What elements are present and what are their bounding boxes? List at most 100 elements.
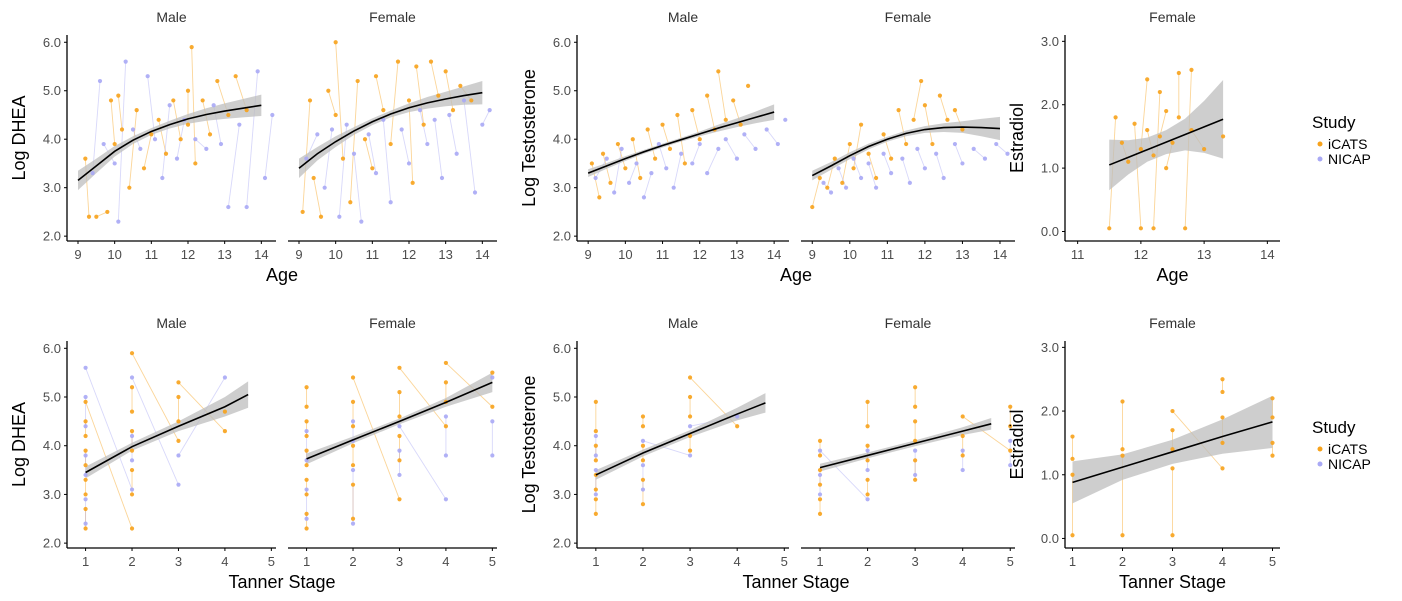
data-point-icats	[1176, 70, 1181, 76]
x-axis-title: Tanner Stage	[1119, 572, 1226, 592]
data-point-icats	[304, 492, 309, 497]
data-point-icats	[318, 214, 324, 219]
data-point-icats	[105, 209, 110, 215]
data-point-icats	[593, 443, 598, 448]
data-point-icats	[1220, 466, 1225, 471]
data-point-nicap	[226, 204, 231, 210]
data-point-icats	[83, 526, 88, 531]
data-point-icats	[682, 161, 687, 166]
data-point-icats	[176, 419, 181, 424]
data-point-nicap	[593, 453, 598, 458]
data-point-icats	[697, 137, 702, 142]
data-point-nicap	[716, 146, 721, 152]
data-point-icats	[865, 458, 870, 463]
x-tick-label: 5	[489, 554, 496, 569]
data-point-icats	[450, 108, 456, 113]
x-tick-label: 5	[1269, 554, 1276, 569]
data-point-nicap	[83, 521, 88, 526]
data-point-icats	[960, 414, 965, 419]
trajectory-line-icats	[1140, 79, 1148, 150]
data-point-icats	[660, 122, 665, 127]
confidence-ribbon	[595, 393, 766, 480]
data-point-nicap	[83, 365, 88, 370]
x-tick-label: 4	[221, 554, 228, 569]
y-tick-label: 5.0	[553, 83, 571, 98]
facet-strip-label: Female	[885, 9, 932, 25]
data-point-icats	[640, 502, 646, 507]
trajectory-line-nicap	[419, 110, 428, 145]
x-tick-label: 1	[303, 554, 310, 569]
data-point-icats	[163, 151, 169, 156]
data-point-icats	[640, 477, 646, 482]
x-tick-label: 9	[74, 247, 81, 262]
data-point-nicap	[934, 151, 939, 156]
confidence-ribbon	[820, 417, 992, 472]
trajectory-line-nicap	[853, 158, 862, 179]
panel-4: Female 9 10 11 12 13 14	[801, 9, 1015, 262]
data-point-icats	[129, 467, 135, 473]
trajectory-line-icats	[841, 143, 851, 183]
data-point-icats	[370, 166, 375, 171]
x-tick-label: 12	[402, 247, 416, 262]
facet-strip-label: Female	[885, 315, 932, 331]
data-point-nicap	[705, 171, 710, 176]
trajectory-line-nicap	[935, 153, 945, 179]
data-point-icats	[222, 429, 228, 434]
fit-line	[819, 423, 992, 469]
trajectory-line-nicap	[353, 153, 362, 222]
data-point-nicap	[873, 185, 879, 190]
facet-strip-label: Male	[668, 315, 699, 331]
y-axis-title: Log DHEA	[9, 402, 29, 487]
data-point-icats	[705, 93, 710, 98]
trajectory-line-nicap	[85, 367, 133, 490]
data-point-nicap	[315, 132, 320, 137]
x-tick-label: 10	[618, 247, 632, 262]
data-point-icats	[1126, 159, 1131, 164]
data-point-icats	[1270, 440, 1275, 446]
data-point-icats	[350, 443, 356, 448]
trajectory-line-nicap	[399, 425, 447, 500]
data-point-nicap	[432, 117, 437, 122]
y-tick-label: 2.0	[553, 536, 571, 551]
data-point-icats	[1270, 415, 1275, 420]
data-point-nicap	[821, 180, 826, 185]
data-point-nicap	[817, 472, 823, 478]
data-point-nicap	[889, 171, 894, 176]
data-point-nicap	[915, 146, 920, 152]
x-tick-label: 2	[128, 554, 135, 569]
data-point-icats	[1157, 89, 1162, 95]
data-point-icats	[127, 185, 132, 190]
trajectory-line-icats	[811, 177, 821, 208]
data-point-icats	[608, 180, 613, 185]
data-point-nicap	[649, 171, 654, 176]
data-point-icats	[865, 443, 870, 448]
confidence-ribbon	[1109, 80, 1224, 191]
trajectory-line-icats	[349, 81, 359, 203]
data-point-icats	[1164, 108, 1169, 114]
data-point-icats	[687, 433, 693, 439]
data-point-icats	[675, 112, 680, 118]
data-point-icats	[83, 433, 88, 439]
data-point-icats	[817, 482, 823, 487]
confidence-ribbon	[588, 104, 775, 178]
data-point-nicap	[865, 497, 870, 502]
data-point-icats	[589, 161, 594, 166]
fit-line	[85, 393, 249, 474]
trajectory-line-nicap	[324, 129, 333, 188]
data-point-icats	[653, 156, 658, 161]
data-point-icats	[817, 467, 823, 473]
data-point-icats	[896, 108, 901, 113]
data-point-nicap	[439, 175, 445, 181]
data-point-icats	[83, 492, 88, 497]
data-point-icats	[865, 477, 870, 482]
data-point-nicap	[112, 161, 117, 166]
confidence-ribbon	[812, 116, 1000, 181]
trajectory-line-icats	[898, 110, 907, 145]
trajectory-line-icats	[617, 143, 626, 169]
data-point-icats	[443, 380, 449, 385]
trajectory-line-icats	[364, 139, 373, 169]
data-point-icats	[1008, 448, 1013, 453]
legend-title: Study	[1312, 113, 1356, 132]
data-point-nicap	[83, 394, 88, 400]
